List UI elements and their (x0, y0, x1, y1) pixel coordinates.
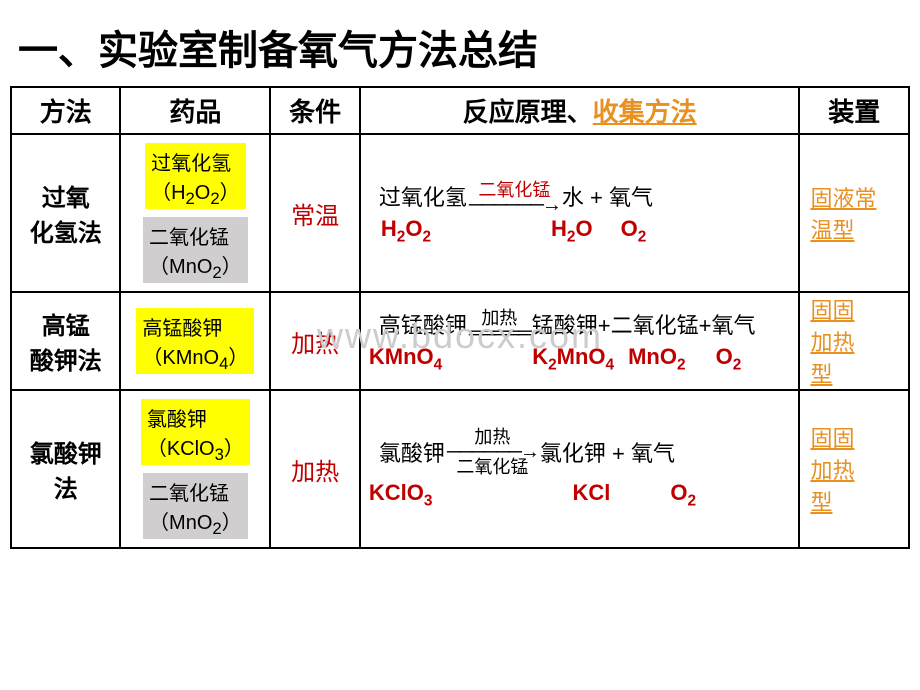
device-cell: 固液常温型 (799, 134, 909, 292)
reaction-arrow: 加热──────→二氧化锰 (447, 428, 538, 476)
th-method: 方法 (11, 87, 120, 134)
th-condition: 条件 (270, 87, 360, 134)
device-link[interactable]: 固固加热型 (810, 298, 854, 387)
reaction-formulas: H2O2H2OO2 (369, 216, 791, 246)
chemical-box: 过氧化氢（H2O2） (145, 143, 246, 209)
th-chemicals: 药品 (120, 87, 270, 134)
chemical-box: 二氧化锰（MnO2） (143, 217, 248, 283)
condition-cell: 常温 (270, 134, 360, 292)
table-row: 过氧化氢法过氧化氢（H2O2） 二氧化锰（MnO2） 常温过氧化氢二氧化锰─────… (11, 134, 909, 292)
device-cell: 固固加热型 (799, 390, 909, 548)
reaction-equation: 高锰酸钾加热═════锰酸钾+二氧化锰+氧气 (369, 308, 791, 340)
method-cell: 过氧化氢法 (11, 134, 120, 292)
chemical-box: 氯酸钾（KClO3） (141, 399, 250, 465)
method-cell: 氯酸钾法 (11, 390, 120, 548)
chemical-box: 高锰酸钾（KMnO4） (136, 308, 254, 374)
chemicals-cell: 高锰酸钾（KMnO4） (120, 292, 270, 390)
page-title: 一、实验室制备氧气方法总结 (0, 0, 920, 86)
reaction-equation: 氯酸钾加热──────→二氧化锰氯化钾 + 氧气 (369, 428, 791, 476)
reaction-cell: 氯酸钾加热──────→二氧化锰氯化钾 + 氧气 KClO3KClO2 (360, 390, 800, 548)
collection-link[interactable]: 收集方法 (593, 97, 697, 127)
methods-table: 方法 药品 条件 反应原理、收集方法 装置 过氧化氢法过氧化氢（H2O2） 二氧化… (10, 86, 910, 549)
chemical-box: 二氧化锰（MnO2） (143, 473, 248, 539)
table-row: 高锰酸钾法高锰酸钾（KMnO4）加热高锰酸钾加热═════锰酸钾+二氧化锰+氧气… (11, 292, 909, 390)
condition-cell: 加热 (270, 292, 360, 390)
device-link[interactable]: 固液常温型 (810, 186, 876, 243)
table-header-row: 方法 药品 条件 反应原理、收集方法 装置 (11, 87, 909, 134)
chemicals-cell: 氯酸钾（KClO3） 二氧化锰（MnO2） (120, 390, 270, 548)
method-cell: 高锰酸钾法 (11, 292, 120, 390)
device-link[interactable]: 固固加热型 (810, 426, 854, 515)
condition-cell: 加热 (270, 390, 360, 548)
reaction-equation: 过氧化氢二氧化锰──────→水 + 氧气 (369, 180, 791, 212)
reaction-arrow: 二氧化锰──────→ (469, 181, 560, 211)
reaction-cell: 高锰酸钾加热═════锰酸钾+二氧化锰+氧气 KMnO4K2MnO4MnO2O2 (360, 292, 800, 390)
reaction-formulas: KMnO4K2MnO4MnO2O2 (369, 344, 791, 374)
chemicals-cell: 过氧化氢（H2O2） 二氧化锰（MnO2） (120, 134, 270, 292)
reaction-arrow: 加热═════ (469, 309, 530, 339)
th-device: 装置 (799, 87, 909, 134)
device-cell: 固固加热型 (799, 292, 909, 390)
th-reaction: 反应原理、收集方法 (360, 87, 800, 134)
table-row: 氯酸钾法氯酸钾（KClO3） 二氧化锰（MnO2） 加热氯酸钾加热──────→二氧… (11, 390, 909, 548)
reaction-cell: 过氧化氢二氧化锰──────→水 + 氧气 H2O2H2OO2 (360, 134, 800, 292)
reaction-formulas: KClO3KClO2 (369, 480, 791, 510)
